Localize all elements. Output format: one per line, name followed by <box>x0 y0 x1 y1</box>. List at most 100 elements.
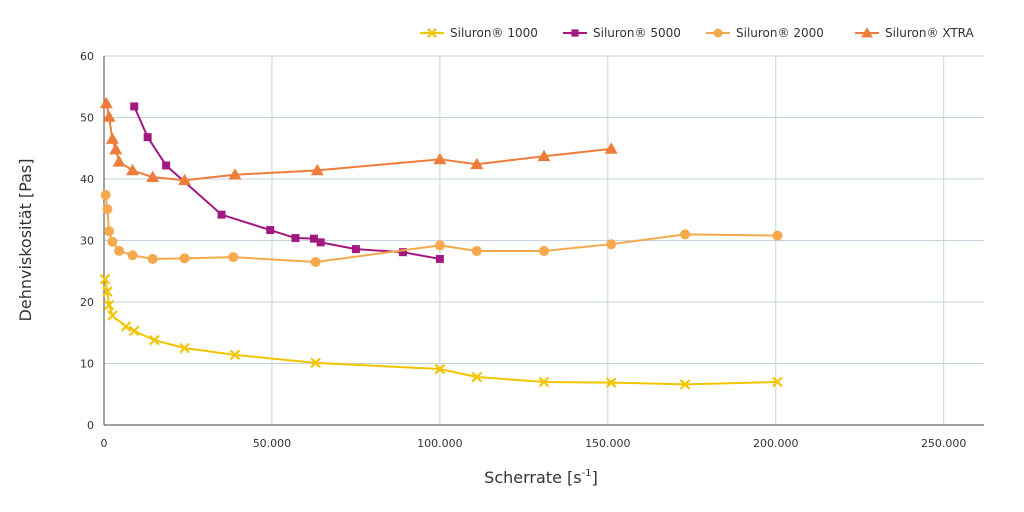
tick-labels: 0 10 20 30 40 50 60 0 50.000 100.000 150.000 200.00… <box>80 50 966 450</box>
data-point <box>435 254 444 263</box>
data-point <box>102 110 116 122</box>
data-point <box>679 379 691 390</box>
data-point <box>539 245 549 256</box>
data-point <box>310 257 321 268</box>
data-point <box>102 204 113 215</box>
legend-label: Siluron® 1000 <box>450 26 538 40</box>
data-point <box>146 170 160 183</box>
data-point <box>162 161 171 170</box>
y-tick-label: 50 <box>80 112 94 125</box>
marker-stroke <box>605 377 617 388</box>
data-point <box>105 132 119 144</box>
x-axis-title-end: ] <box>592 468 598 487</box>
x-tick-label: 250.000 <box>921 437 967 450</box>
legend: Siluron® 1000 Siluron® 5000 Siluron® 2000 S… <box>420 26 975 40</box>
marker-stroke <box>310 357 321 369</box>
data-point <box>471 371 483 383</box>
data-point <box>291 234 300 243</box>
marker-stroke <box>107 310 118 321</box>
legend-marker <box>427 28 437 38</box>
y-tick-label: 30 <box>80 235 94 248</box>
data-point <box>99 96 113 109</box>
legend-item: Siluron® XTRA <box>855 26 975 40</box>
legend-label: Siluron® XTRA <box>885 26 975 40</box>
marker-stroke <box>179 342 190 354</box>
data-point <box>102 286 113 297</box>
marker-stroke <box>99 273 111 285</box>
data-point <box>351 245 360 254</box>
series-0 <box>99 273 783 390</box>
y-tick-label: 60 <box>80 50 94 63</box>
marker-stroke <box>229 349 241 361</box>
data-point <box>537 149 551 162</box>
y-tick-label: 40 <box>80 173 94 186</box>
marker-stroke <box>102 286 113 297</box>
y-tick-label: 20 <box>80 296 94 309</box>
data-point <box>266 226 275 235</box>
data-point <box>310 163 324 176</box>
data-point <box>100 189 111 200</box>
legend-marker <box>713 28 723 38</box>
data-point <box>143 133 152 142</box>
series-line <box>105 103 612 182</box>
legend-marker <box>571 29 579 37</box>
data-point <box>310 357 321 369</box>
data-point <box>109 142 123 155</box>
data-point <box>103 299 115 311</box>
data-point <box>398 248 407 257</box>
data-point <box>114 245 125 256</box>
series-line <box>104 279 778 386</box>
series-line <box>104 194 778 264</box>
data-point <box>179 342 190 354</box>
x-axis-title-sup: -1 <box>582 468 592 479</box>
data-point <box>127 250 138 261</box>
marker-stroke <box>120 321 132 332</box>
data-point <box>433 152 447 165</box>
x-axis-title: Scherrate [s-1] <box>484 468 598 487</box>
series-3 <box>99 96 618 186</box>
data-point <box>309 234 318 243</box>
data-point <box>772 376 783 388</box>
marker-stroke <box>103 299 115 311</box>
data-point <box>178 173 192 186</box>
data-point <box>99 273 111 285</box>
data-point <box>470 157 484 170</box>
data-point <box>147 253 158 264</box>
marker-stroke <box>128 325 140 337</box>
axes <box>103 56 984 426</box>
data-point <box>538 376 550 388</box>
x-tick-label: 0 <box>101 437 108 450</box>
data-point <box>179 253 190 264</box>
data-point <box>772 230 783 241</box>
marker-stroke <box>772 376 783 388</box>
data-point <box>434 363 446 375</box>
marker-stroke <box>434 363 446 375</box>
legend-marker <box>861 27 873 38</box>
x-axis-title-main: Scherrate [s <box>484 468 581 487</box>
grid-lines <box>104 55 984 425</box>
data-point <box>217 210 226 219</box>
data-point <box>604 142 618 154</box>
data-point <box>104 226 115 237</box>
marker-stroke <box>538 376 550 388</box>
legend-item: Siluron® 5000 <box>563 26 681 40</box>
legend-label: Siluron® 5000 <box>593 26 681 40</box>
data-point <box>107 310 118 321</box>
data-point <box>605 377 617 388</box>
y-tick-label: 10 <box>80 358 94 371</box>
data-point <box>229 349 241 361</box>
data-point <box>316 238 325 247</box>
legend-item: Siluron® 1000 <box>420 26 538 40</box>
y-tick-label: 0 <box>87 419 94 432</box>
data-point <box>680 229 691 240</box>
data-point <box>112 155 126 167</box>
data-point <box>107 236 118 247</box>
marker-stroke <box>427 28 437 38</box>
data-point <box>228 252 239 263</box>
x-tick-label: 150.000 <box>585 437 631 450</box>
data-point <box>128 325 140 337</box>
data-point <box>471 245 482 256</box>
x-tick-label: 200.000 <box>753 437 799 450</box>
marker-stroke <box>679 379 691 390</box>
